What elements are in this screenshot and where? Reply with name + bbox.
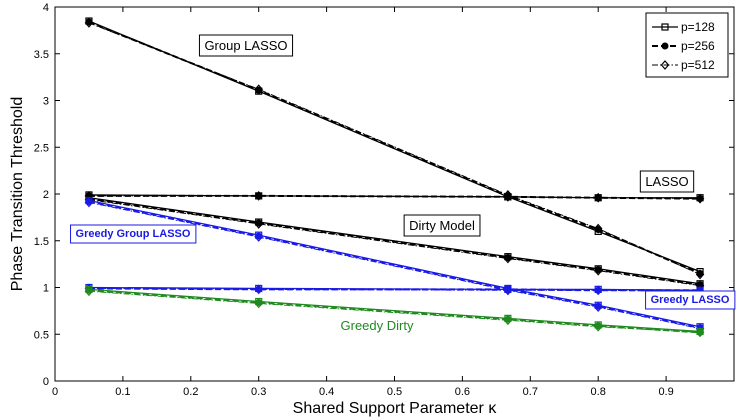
series-markers [84, 17, 705, 338]
x-tick-label: 0.6 [455, 386, 470, 398]
y-tick-label: 1 [43, 283, 49, 295]
data-point-dirty-model-p512 [503, 253, 513, 264]
data-point-lasso-p512 [254, 190, 263, 201]
data-point-dirty-model-p512 [254, 219, 263, 229]
legend-label-p=256: p=256 [681, 39, 715, 53]
y-tick-label: 1.5 [34, 236, 49, 248]
legend: p=128 p=256 p=512 [645, 12, 729, 78]
x-tick-label: 0.5 [387, 386, 402, 398]
data-point-greedy-group-lasso-p512 [254, 232, 263, 242]
legend-marker-p=256 [661, 42, 669, 50]
y-tick-label: 3 [43, 96, 49, 108]
label-dirty-model: Dirty Model [409, 218, 475, 233]
legend-label-p=128: p=128 [681, 20, 715, 34]
data-point-greedy-dirty-p512 [84, 286, 94, 297]
label-greedy-group-lasso: Greedy Group LASSO [76, 228, 191, 240]
label-box-group-lasso [198, 34, 294, 57]
legend-marker-p=128 [661, 23, 669, 31]
legend-label-p=512: p=512 [681, 58, 715, 72]
label-lasso: LASSO [645, 174, 688, 189]
label-greedy-lasso: Greedy LASSO [651, 294, 730, 306]
x-tick-label: 0 [52, 386, 58, 398]
y-tick-label: 2 [43, 189, 49, 201]
x-tick-label: 0.2 [183, 386, 198, 398]
x-tick-label: 0.7 [523, 386, 538, 398]
legend-box [645, 12, 729, 78]
label-box-greedy-lasso [645, 290, 736, 310]
y-tick-label: 0.5 [34, 329, 49, 341]
plot-area [54, 6, 735, 382]
label-greedy-dirty: Greedy Dirty [341, 318, 414, 333]
axis-ticks: 0 0.1 0.2 0.3 0.4 0.5 0.6 0.7 0.8 0.9 0 0.5 1 1.5 2 2.5… [34, 2, 734, 398]
data-point-greedy-lasso-p512 [593, 285, 603, 296]
label-box-greedy-group-lasso [70, 224, 197, 244]
label-group-lasso: Group LASSO [204, 38, 287, 53]
data-point-group-lasso-p512 [695, 269, 705, 280]
label-box-lasso [639, 170, 695, 193]
x-tick-label: 0.3 [251, 386, 266, 398]
x-tick-label: 0.9 [658, 386, 673, 398]
label-box-dirty-model [403, 214, 481, 237]
legend-marker-p=512 [660, 60, 670, 70]
series-annotations: Group LASSO LASSO Dirty Model Greedy Group … [70, 34, 736, 333]
data-point-lasso-p512 [503, 191, 513, 202]
x-tick-label: 0.1 [115, 386, 130, 398]
data-point-greedy-dirty-p512 [254, 298, 263, 309]
x-tick-label: 0.4 [319, 386, 334, 398]
data-point-lasso-p512 [593, 192, 603, 203]
x-axis-label: Shared Support Parameter κ [293, 400, 498, 417]
data-point-greedy-lasso-p512 [254, 284, 263, 295]
y-tick-label: 2.5 [34, 142, 49, 154]
y-tick-label: 0 [43, 376, 49, 388]
data-point-greedy-lasso-p512 [503, 285, 513, 296]
data-point-group-lasso-p512 [593, 223, 603, 234]
data-point-greedy-dirty-p512 [503, 315, 513, 326]
data-point-greedy-group-lasso-p512 [84, 197, 94, 208]
y-axis-label: Phase Transition Threshold [9, 97, 26, 291]
y-tick-label: 4 [43, 2, 49, 14]
data-point-lasso-p512 [695, 193, 705, 204]
data-point-greedy-group-lasso-p512 [593, 302, 603, 313]
data-point-group-lasso-p512 [84, 17, 94, 28]
y-tick-label: 3.5 [34, 49, 49, 61]
data-point-greedy-dirty-p512 [695, 327, 705, 338]
data-point-greedy-dirty-p512 [593, 321, 603, 332]
x-tick-label: 0.8 [591, 386, 606, 398]
data-point-dirty-model-p512 [593, 265, 603, 276]
data-point-group-lasso-p512 [254, 84, 263, 95]
